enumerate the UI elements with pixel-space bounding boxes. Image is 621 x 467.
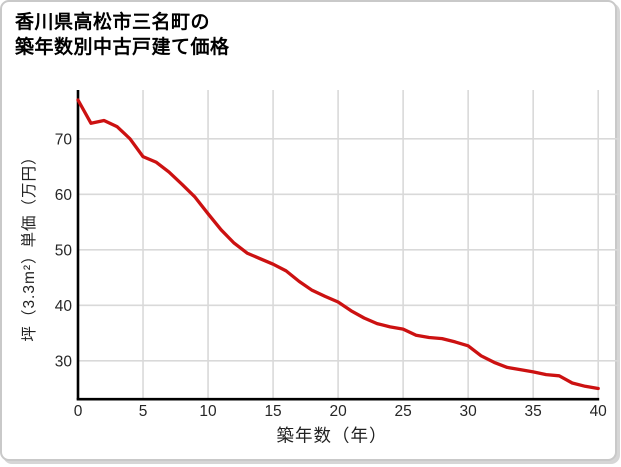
chart-title-line1: 香川県高松市三名町の: [15, 12, 211, 33]
x-tick-label: 15: [264, 403, 281, 420]
y-tick-label: 60: [55, 187, 73, 204]
y-tick-label: 30: [55, 353, 73, 370]
x-tick-label: 10: [199, 403, 217, 420]
x-axis-label: 築年数（年）: [276, 425, 388, 446]
y-tick-label: 40: [55, 298, 73, 315]
chart-title: 香川県高松市三名町の 築年数別中古戸建て価格: [15, 10, 230, 60]
x-tick-label: 0: [74, 403, 83, 420]
x-tick-label: 20: [329, 403, 347, 420]
y-tick-label: 70: [55, 131, 73, 148]
x-tick-label: 5: [139, 403, 148, 420]
y-tick-label: 50: [55, 242, 73, 259]
x-tick-label: 35: [525, 403, 542, 420]
x-tick-label: 25: [394, 403, 411, 420]
price-line: [76, 98, 600, 391]
x-tick-label: 40: [590, 403, 608, 420]
x-tick-label: 30: [460, 403, 478, 420]
chart-title-line2: 築年数別中古戸建て価格: [15, 37, 230, 58]
